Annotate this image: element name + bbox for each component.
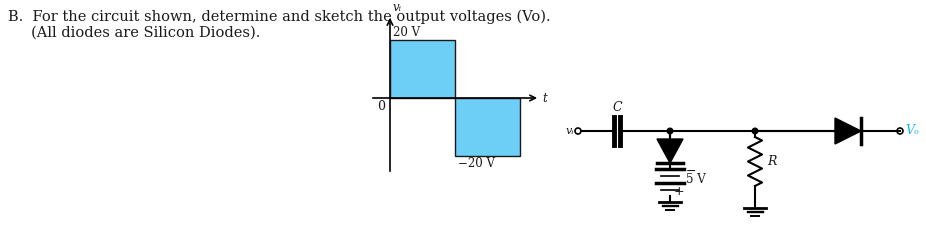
Polygon shape — [835, 118, 861, 144]
Circle shape — [752, 128, 757, 134]
Text: vᵢ: vᵢ — [566, 126, 574, 136]
Bar — [455, 98, 520, 156]
Bar — [390, 40, 455, 98]
Circle shape — [668, 128, 673, 134]
Text: B.  For the circuit shown, determine and sketch the output voltages (Vo).: B. For the circuit shown, determine and … — [8, 10, 551, 24]
Text: (All diodes are Silicon Diodes).: (All diodes are Silicon Diodes). — [8, 26, 260, 40]
Text: −20 V: −20 V — [458, 157, 495, 170]
Text: +: + — [674, 185, 684, 198]
Text: 20 V: 20 V — [393, 26, 420, 39]
Text: C: C — [612, 101, 622, 114]
Text: vᵢ: vᵢ — [393, 1, 402, 14]
Text: Vₒ: Vₒ — [905, 124, 919, 138]
Polygon shape — [657, 139, 683, 163]
Text: 0: 0 — [377, 100, 385, 113]
Text: t: t — [542, 92, 546, 105]
Text: R: R — [767, 155, 776, 168]
Text: −: − — [686, 165, 696, 178]
Text: 5 V: 5 V — [686, 173, 706, 186]
